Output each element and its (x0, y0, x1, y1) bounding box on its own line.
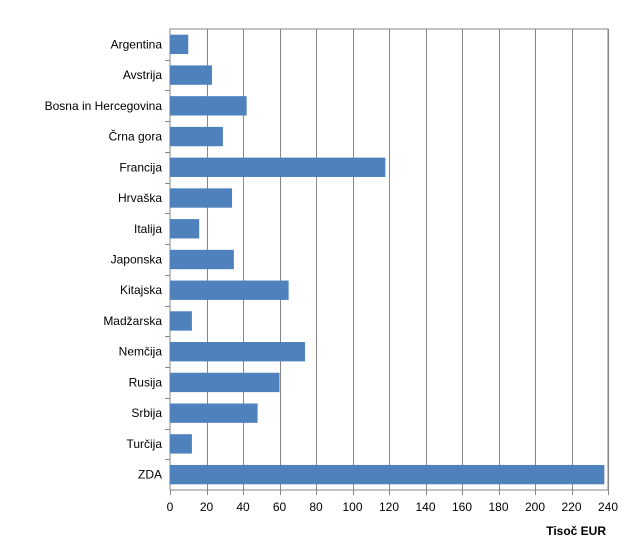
bar (170, 372, 280, 393)
bar (170, 157, 386, 177)
bar (170, 434, 192, 454)
x-axis-title: Tisoč EUR (546, 524, 606, 538)
category-label: Argentina (111, 37, 163, 51)
x-tick-label: 200 (525, 500, 545, 514)
bar (170, 342, 306, 362)
x-tick-label: 60 (273, 500, 287, 514)
x-tick-label: 40 (236, 500, 250, 514)
x-tick-label: 120 (379, 500, 399, 514)
bar (170, 464, 605, 485)
bar (170, 219, 200, 239)
category-label: Črna gora (109, 129, 163, 144)
category-label: Nemčija (119, 345, 163, 359)
category-label: Madžarska (103, 314, 162, 328)
bar (170, 96, 247, 116)
x-tick-label: 0 (167, 500, 174, 514)
category-label: Francija (119, 160, 162, 174)
bar (170, 65, 212, 85)
category-label: Avstrija (123, 68, 162, 82)
category-labels: Argentina Avstrija Bosna in Hercegovina Črn… (45, 37, 163, 481)
category-label: Rusija (129, 375, 163, 389)
x-tick-label: 100 (342, 500, 362, 514)
category-label: Italija (134, 222, 162, 236)
bar (170, 311, 192, 331)
category-label: Turčija (126, 437, 162, 451)
category-label: Hrvaška (118, 191, 162, 205)
category-label: Bosna in Hercegovina (45, 99, 163, 113)
category-label: ZDA (138, 468, 162, 482)
bar (170, 34, 189, 55)
x-tick-label: 140 (415, 500, 435, 514)
bar (170, 126, 223, 147)
category-label: Kitajska (120, 283, 162, 297)
bars (170, 34, 605, 485)
x-tick-label: 80 (309, 500, 323, 514)
x-tick-label: 220 (561, 500, 581, 514)
x-tick-label: 240 (598, 500, 618, 514)
x-tick-label: 180 (488, 500, 508, 514)
bar (170, 249, 234, 270)
x-tick-label: 160 (452, 500, 472, 514)
bar (170, 188, 233, 208)
bar (170, 403, 258, 423)
category-label: Srbija (131, 406, 162, 420)
bar (170, 280, 289, 300)
x-tick-label: 20 (200, 500, 214, 514)
category-label: Japonska (111, 253, 163, 267)
x-tick-labels: 0 20 40 60 80 100 120 140 160 180 200 220 240 (167, 500, 619, 514)
